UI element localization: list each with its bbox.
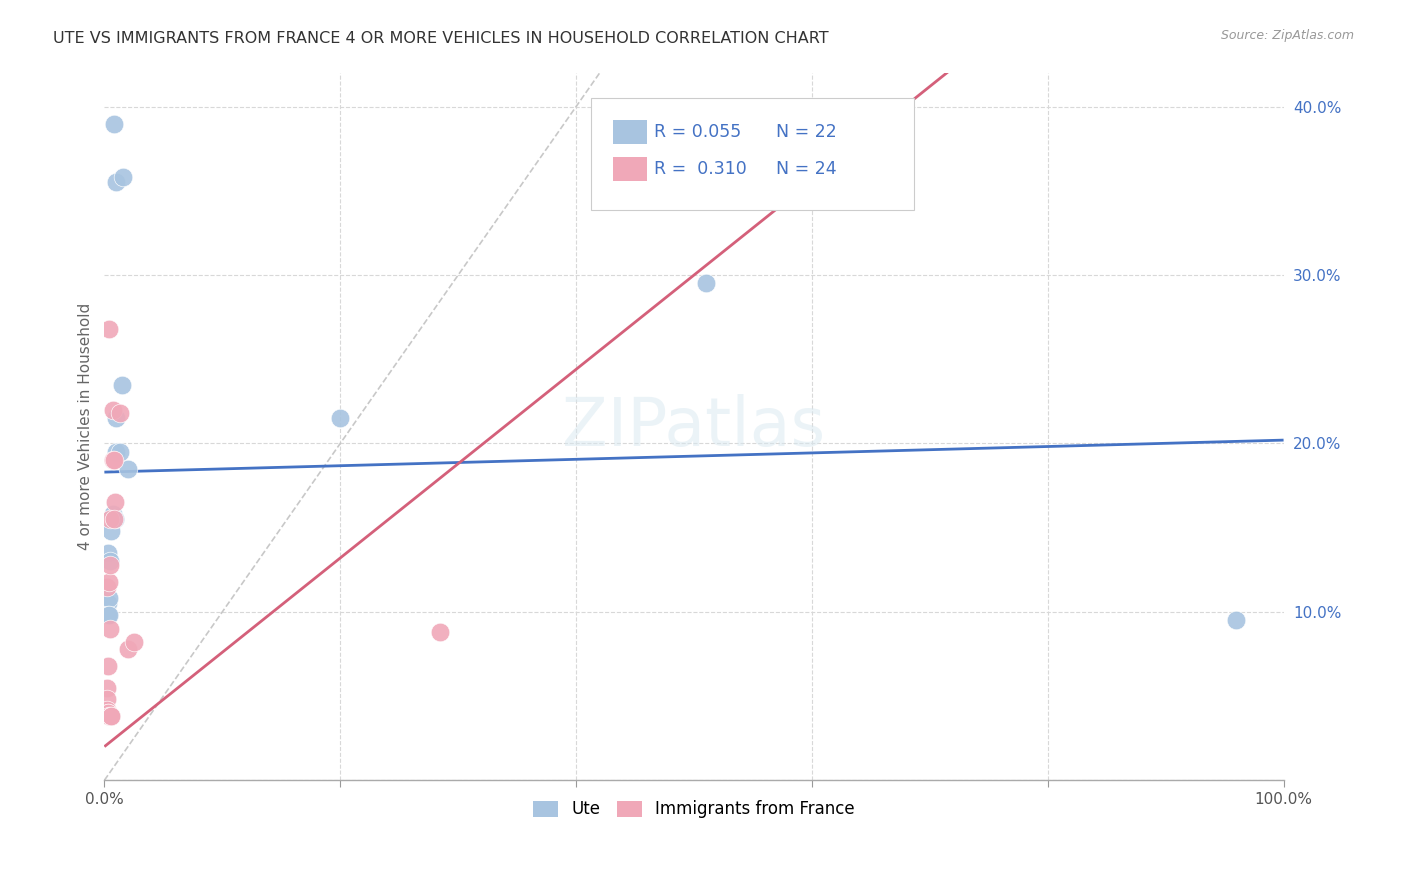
Point — [103, 453, 125, 467]
Point — [101, 402, 124, 417]
Text: Source: ZipAtlas.com: Source: ZipAtlas.com — [1220, 29, 1354, 42]
Point — [97, 706, 120, 720]
Point — [108, 445, 131, 459]
Point — [105, 176, 128, 190]
Point — [96, 681, 118, 695]
Legend: Ute, Immigrants from France: Ute, Immigrants from France — [526, 794, 862, 825]
Point — [98, 574, 121, 589]
Point — [100, 524, 122, 538]
Point — [98, 554, 121, 568]
Point — [105, 445, 128, 459]
Point — [98, 512, 121, 526]
Point — [117, 642, 139, 657]
Point — [108, 406, 131, 420]
Point — [122, 635, 145, 649]
Point — [97, 608, 120, 623]
Point — [101, 507, 124, 521]
Text: R = 0.055: R = 0.055 — [654, 123, 741, 141]
Point — [97, 706, 120, 720]
Point — [112, 170, 135, 185]
Point — [98, 622, 121, 636]
Point — [1225, 613, 1247, 627]
Text: N = 22: N = 22 — [776, 123, 837, 141]
Point — [329, 411, 352, 425]
Point — [100, 709, 122, 723]
Point — [96, 580, 118, 594]
Text: N = 24: N = 24 — [776, 161, 837, 178]
Point — [96, 692, 118, 706]
Point — [117, 461, 139, 475]
Point — [98, 608, 121, 623]
Y-axis label: 4 or more Vehicles in Household: 4 or more Vehicles in Household — [79, 303, 93, 550]
Point — [96, 702, 118, 716]
Point — [103, 512, 125, 526]
Point — [101, 453, 124, 467]
Text: ZIPatlas: ZIPatlas — [562, 393, 825, 459]
Point — [97, 546, 120, 560]
Point — [104, 512, 127, 526]
Point — [429, 625, 451, 640]
Point — [98, 591, 121, 606]
Point — [103, 116, 125, 130]
Point — [98, 322, 121, 336]
Point — [97, 597, 120, 611]
Point — [98, 709, 121, 723]
Point — [100, 709, 122, 723]
Point — [111, 377, 134, 392]
Point — [104, 495, 127, 509]
Point — [97, 658, 120, 673]
Text: R =  0.310: R = 0.310 — [654, 161, 747, 178]
Point — [98, 558, 121, 572]
Point — [105, 411, 128, 425]
Text: UTE VS IMMIGRANTS FROM FRANCE 4 OR MORE VEHICLES IN HOUSEHOLD CORRELATION CHART: UTE VS IMMIGRANTS FROM FRANCE 4 OR MORE … — [53, 31, 830, 46]
Point — [695, 277, 717, 291]
